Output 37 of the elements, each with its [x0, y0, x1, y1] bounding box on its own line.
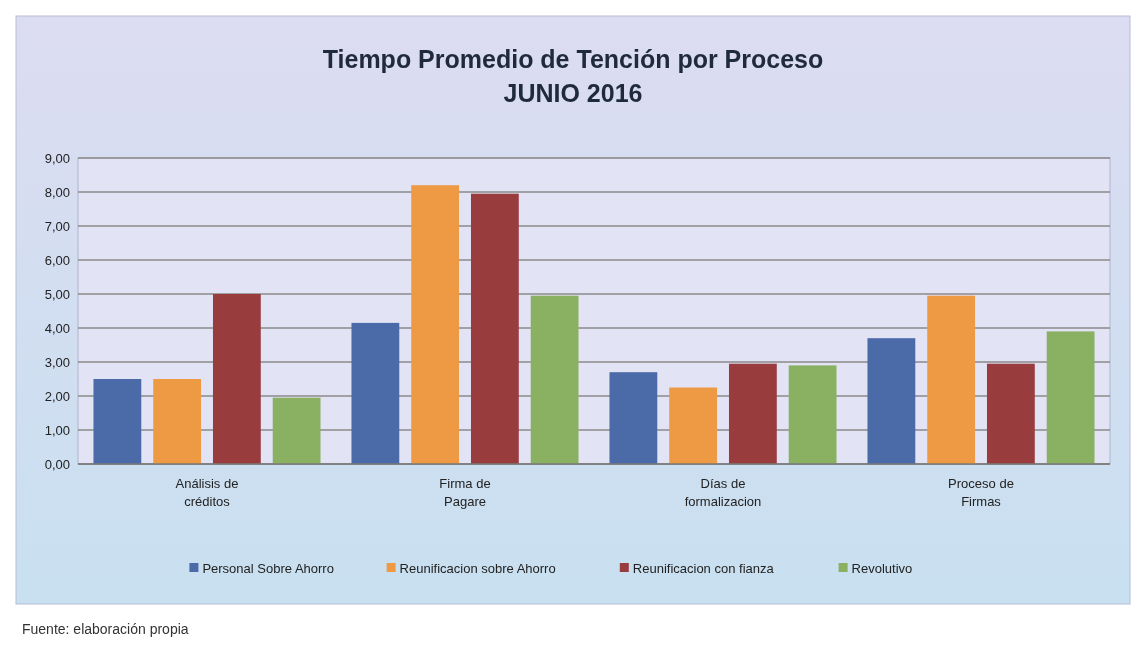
x-tick-label: Días de formalizacion — [684, 476, 762, 509]
y-tick-label: 8,00 — [44, 184, 70, 200]
y-tick-label: 7,00 — [44, 218, 70, 234]
chart-subtitle: JUNIO 2016 — [503, 79, 643, 107]
bar — [867, 338, 916, 464]
bar — [93, 379, 142, 464]
legend-label: Revolutivo — [851, 560, 913, 576]
y-tick-label: 3,00 — [44, 354, 70, 370]
y-tick-label: 9,00 — [44, 150, 70, 166]
legend-label: Reunificacion con fianza — [632, 560, 775, 576]
source-note: Fuente: elaboración propia — [22, 621, 189, 637]
bar — [530, 295, 579, 464]
legend-label: Personal Sobre Ahorro — [202, 560, 334, 576]
bar — [986, 363, 1035, 464]
bar — [411, 185, 460, 464]
chart-title: Tiempo Promedio de Tención por Proceso — [322, 45, 824, 73]
bar — [788, 365, 837, 464]
legend-label: Reunificacion sobre Ahorro — [399, 560, 556, 576]
y-tick-label: 0,00 — [44, 456, 70, 472]
x-tick-label: Proceso de Firmas — [948, 476, 1014, 509]
bar — [351, 322, 400, 464]
bar — [1046, 331, 1095, 464]
y-tick-label: 5,00 — [44, 286, 70, 302]
bar — [153, 379, 202, 464]
bar — [609, 372, 658, 464]
y-tick-label: 6,00 — [44, 252, 70, 268]
bar — [728, 363, 777, 464]
x-tick-label: Firma de Pagare — [439, 476, 491, 509]
bar — [669, 387, 718, 464]
bar — [272, 397, 321, 464]
y-tick-label: 4,00 — [44, 320, 70, 336]
y-tick-label: 2,00 — [44, 388, 70, 404]
bar — [212, 294, 261, 464]
bar — [927, 295, 976, 464]
y-tick-label: 1,00 — [44, 422, 70, 438]
x-tick-label: Análisis de créditos — [175, 476, 239, 509]
bar — [470, 193, 519, 464]
